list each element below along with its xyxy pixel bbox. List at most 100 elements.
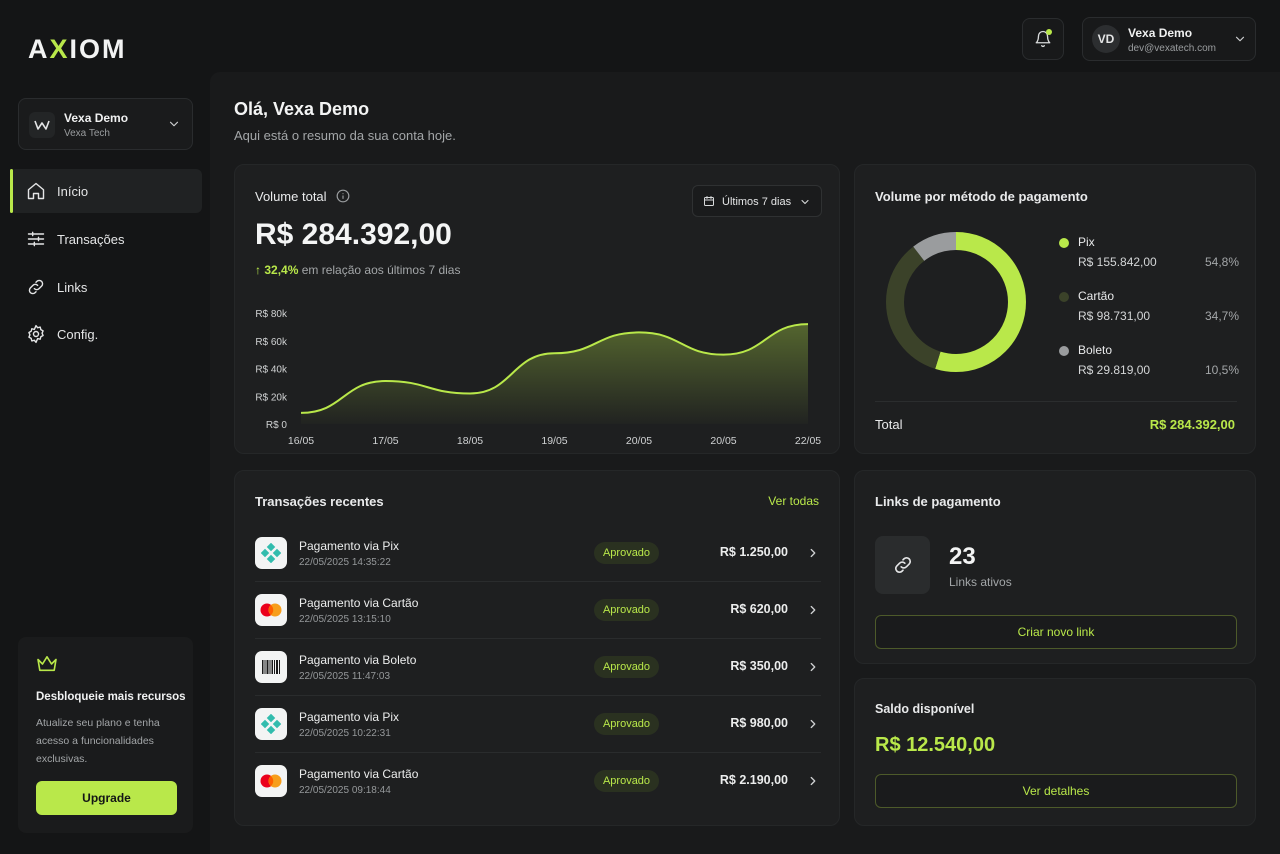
transaction-amount: R$ 620,00	[730, 602, 788, 616]
y-tick-label: R$ 0	[266, 420, 288, 431]
x-tick-label: 19/05	[541, 435, 567, 447]
x-tick-label: 22/05	[795, 435, 821, 447]
legend-dot	[1059, 346, 1069, 356]
user-name: Vexa Demo	[1128, 26, 1193, 40]
legend-name: Cartão	[1078, 289, 1115, 303]
status-badge: Aprovado	[594, 542, 659, 564]
transaction-date: 22/05/2025 14:35:22	[299, 557, 391, 568]
table-row[interactable]: Pagamento via Boleto 22/05/2025 11:47:03…	[235, 639, 841, 696]
calendar-icon	[704, 196, 714, 206]
payment-methods-donut-chart	[886, 232, 1026, 372]
create-link-button[interactable]: Criar novo link	[875, 615, 1237, 649]
transaction-amount: R$ 980,00	[730, 716, 788, 730]
logo-text-iom: IOM	[69, 34, 127, 64]
notifications-button[interactable]	[1022, 18, 1064, 60]
period-select[interactable]: Últimos 7 dias	[692, 185, 822, 217]
card-icon	[255, 594, 287, 626]
transactions-card: Transações recentes Ver todas Pagamento …	[234, 470, 840, 826]
status-badge: Aprovado	[594, 599, 659, 621]
legend-value: R$ 155.842,00	[1078, 255, 1157, 269]
sidebar-item-transacoes[interactable]: Transações	[10, 217, 202, 261]
legend-percent: 54,8%	[1204, 255, 1239, 269]
table-row[interactable]: Pagamento via Cartão 22/05/2025 13:15:10…	[235, 582, 841, 639]
volume-amount: R$ 284.392,00	[255, 218, 452, 251]
payment-links-card: Links de pagamento 23 Links ativos Criar…	[854, 470, 1256, 664]
balance-amount: R$ 12.540,00	[875, 734, 996, 756]
sidebar-item-config[interactable]: Config.	[10, 312, 202, 356]
balance-card: Saldo disponível R$ 12.540,00 Ver detalh…	[854, 678, 1256, 826]
legend-dot	[1059, 292, 1069, 302]
org-logo-icon	[29, 112, 55, 138]
logo-text-a: A	[28, 34, 50, 64]
user-email: dev@vexatech.com	[1128, 43, 1216, 54]
logo[interactable]: AXIOM	[28, 34, 127, 65]
row-divider	[255, 752, 821, 753]
view-all-link[interactable]: Ver todas	[768, 494, 819, 508]
x-tick-label: 18/05	[457, 435, 483, 447]
page-subtitle: Aqui está o resumo da sua conta hoje.	[234, 128, 456, 143]
gear-icon	[28, 324, 44, 344]
transaction-date: 22/05/2025 09:18:44	[299, 785, 391, 796]
volume-change-value: 32,4%	[264, 263, 299, 277]
chevron-right-icon	[810, 776, 816, 786]
view-details-button[interactable]: Ver detalhes	[875, 774, 1237, 808]
bell-icon	[1035, 30, 1051, 48]
main-content: Olá, Vexa Demo Aqui está o resumo da sua…	[210, 72, 1280, 854]
chevron-right-icon	[810, 662, 816, 672]
volume-card: Volume total Últimos 7 dias R$ 284.392,0…	[234, 164, 840, 454]
upgrade-text: Atualize seu plano e tenha acesso a func…	[36, 717, 160, 765]
crown-icon	[37, 655, 57, 672]
legend-value: R$ 29.819,00	[1078, 363, 1151, 377]
sliders-icon	[27, 231, 45, 247]
links-count: 23	[949, 543, 976, 570]
logo-text-x: X	[49, 34, 70, 64]
chevron-down-icon	[801, 199, 809, 205]
org-switcher[interactable]: Vexa Demo Vexa Tech	[18, 98, 193, 150]
area-fill	[301, 324, 808, 424]
chevron-down-icon	[169, 121, 179, 127]
org-name: Vexa Demo	[64, 111, 129, 125]
legend-percent: 10,5%	[1204, 363, 1239, 377]
upgrade-button[interactable]: Upgrade	[36, 781, 177, 815]
pix-icon	[255, 708, 287, 740]
row-divider	[255, 581, 821, 582]
y-tick-label: R$ 40k	[255, 365, 288, 376]
chevron-right-icon	[810, 719, 816, 729]
top-bar: AXIOM VD Vexa Demo dev@vexatech.com	[0, 0, 1280, 72]
volume-title: Volume total	[255, 189, 327, 204]
card-icon	[255, 765, 287, 797]
transaction-amount: R$ 2.190,00	[719, 773, 788, 787]
home-icon	[27, 182, 45, 200]
legend-dot	[1059, 238, 1069, 248]
link-icon	[875, 536, 930, 594]
sidebar-item-label: Início	[57, 184, 89, 199]
transaction-date: 22/05/2025 10:22:31	[299, 728, 391, 739]
transaction-name: Pagamento via Pix	[299, 710, 400, 724]
payment-methods-title: Volume por método de pagamento	[875, 189, 1088, 204]
chevron-down-icon	[1235, 36, 1245, 42]
period-label: Últimos 7 dias	[722, 196, 792, 208]
upgrade-card: Desbloqueie mais recursos Atualize seu p…	[18, 637, 193, 833]
sidebar-item-inicio[interactable]: Início	[10, 169, 202, 213]
volume-area-chart: R$ 80k R$ 60k R$ 40k R$ 20k R$ 016/05 17/05 18…	[255, 309, 821, 447]
link-icon	[28, 279, 44, 295]
arrow-up-icon: ↑	[255, 263, 261, 277]
user-menu[interactable]: VD Vexa Demo dev@vexatech.com	[1082, 17, 1256, 61]
upgrade-title: Desbloqueie mais recursos	[36, 691, 186, 703]
org-company: Vexa Tech	[64, 128, 110, 139]
transaction-date: 22/05/2025 13:15:10	[299, 614, 391, 625]
transaction-name: Pagamento via Pix	[299, 539, 400, 553]
x-tick-label: 20/05	[626, 435, 652, 447]
row-divider	[255, 695, 821, 696]
notification-dot	[1046, 29, 1052, 35]
legend-name: Pix	[1078, 235, 1095, 249]
sidebar-item-label: Transações	[57, 232, 125, 247]
transactions-title: Transações recentes	[255, 494, 384, 509]
table-row[interactable]: Pagamento via Pix 22/05/2025 14:35:22 Ap…	[235, 525, 841, 582]
table-row[interactable]: Pagamento via Cartão 22/05/2025 09:18:44…	[235, 753, 841, 810]
sidebar-item-links[interactable]: Links	[10, 265, 202, 309]
info-icon[interactable]	[336, 189, 350, 203]
sidebar-item-label: Config.	[57, 327, 99, 342]
table-row[interactable]: Pagamento via Pix 22/05/2025 10:22:31 Ap…	[235, 696, 841, 753]
